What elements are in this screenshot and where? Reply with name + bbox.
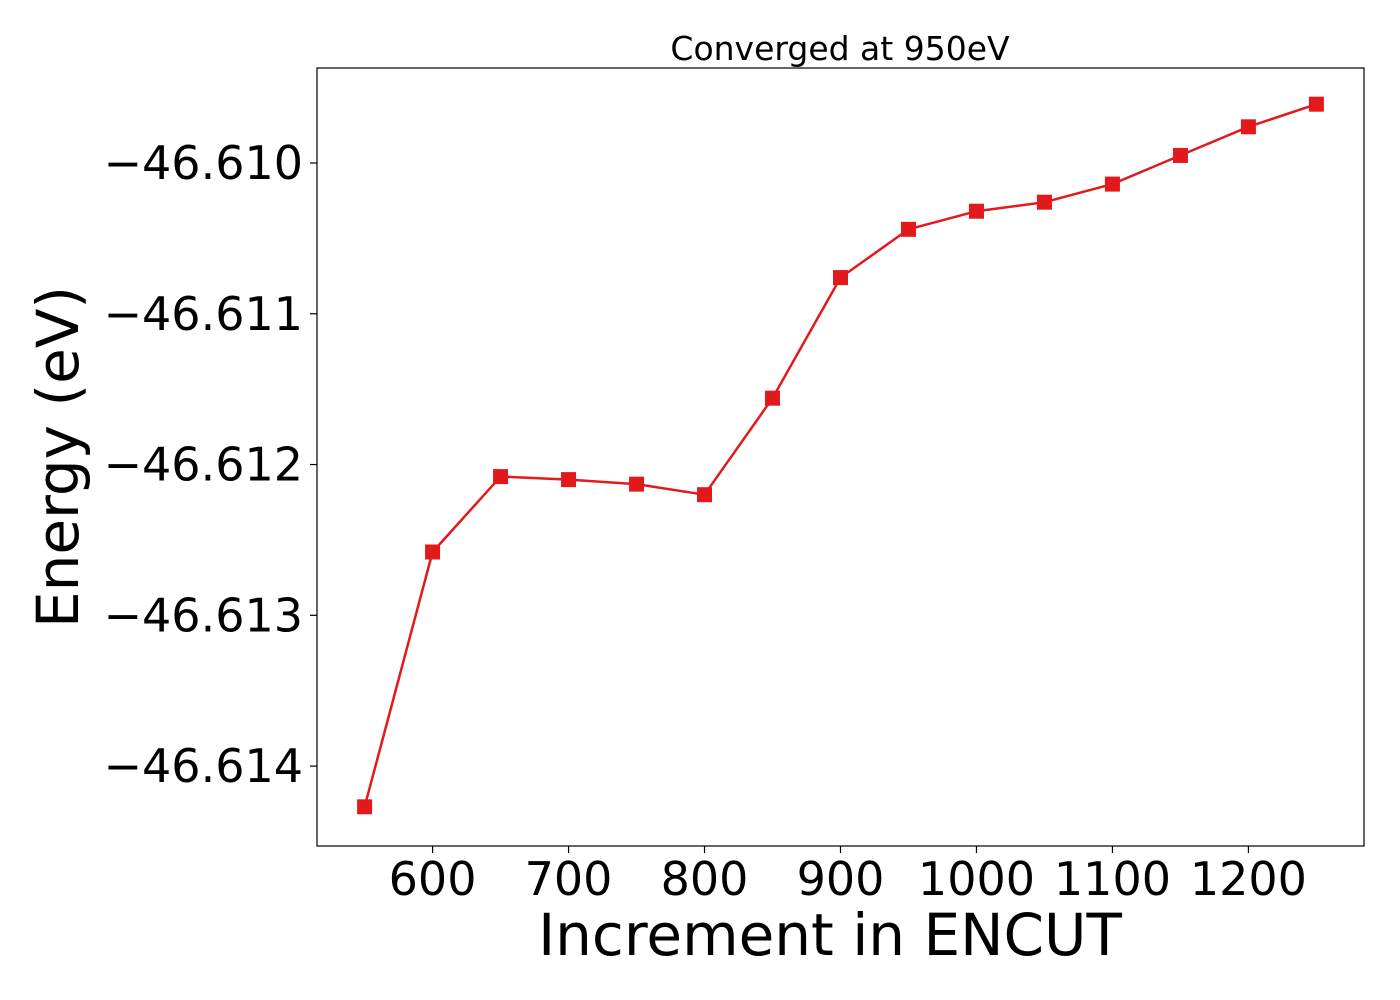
data-point-marker (1036, 194, 1052, 210)
data-point-marker (561, 472, 577, 488)
data-point-marker (765, 390, 781, 406)
y-tick-label: −46.611 (104, 287, 304, 341)
data-point-marker (1172, 147, 1188, 163)
x-tick-label: 1200 (1190, 852, 1307, 906)
x-tick-label: 1100 (1054, 852, 1171, 906)
data-point-marker (1308, 96, 1324, 112)
x-axis-label: Increment in ENCUT (538, 901, 1122, 969)
series-layer (357, 96, 1324, 815)
chart-title: Converged at 950eV (670, 29, 1010, 68)
y-axis: −46.610 −46.611 −46.612 −46.613 −46.614 (104, 136, 317, 793)
x-tick-label: 800 (661, 852, 749, 906)
data-point-marker (1240, 119, 1256, 135)
x-tick-label: 700 (525, 852, 613, 906)
data-point-marker (357, 799, 373, 815)
data-point-marker (833, 270, 848, 286)
data-point-marker (629, 476, 645, 492)
x-tick-label: 600 (389, 852, 477, 906)
data-point-marker (425, 544, 441, 560)
data-point-marker (1104, 176, 1120, 192)
y-tick-label: −46.610 (104, 136, 304, 190)
plot-frame (316, 67, 1365, 847)
y-tick-label: −46.613 (104, 588, 304, 642)
y-axis-label: Energy (eV) (24, 286, 92, 628)
data-point-marker (493, 469, 509, 485)
data-point-marker (900, 221, 916, 237)
y-tick-label: −46.614 (104, 739, 304, 793)
x-tick-label: 1000 (918, 852, 1035, 906)
data-point-marker (968, 203, 984, 219)
y-tick-label: −46.612 (104, 438, 304, 492)
x-axis: 600 700 800 900 1000 1100 1200 (389, 846, 1307, 906)
series-line (363, 103, 1317, 808)
x-tick-label: 900 (797, 852, 885, 906)
data-point-marker (697, 487, 713, 503)
